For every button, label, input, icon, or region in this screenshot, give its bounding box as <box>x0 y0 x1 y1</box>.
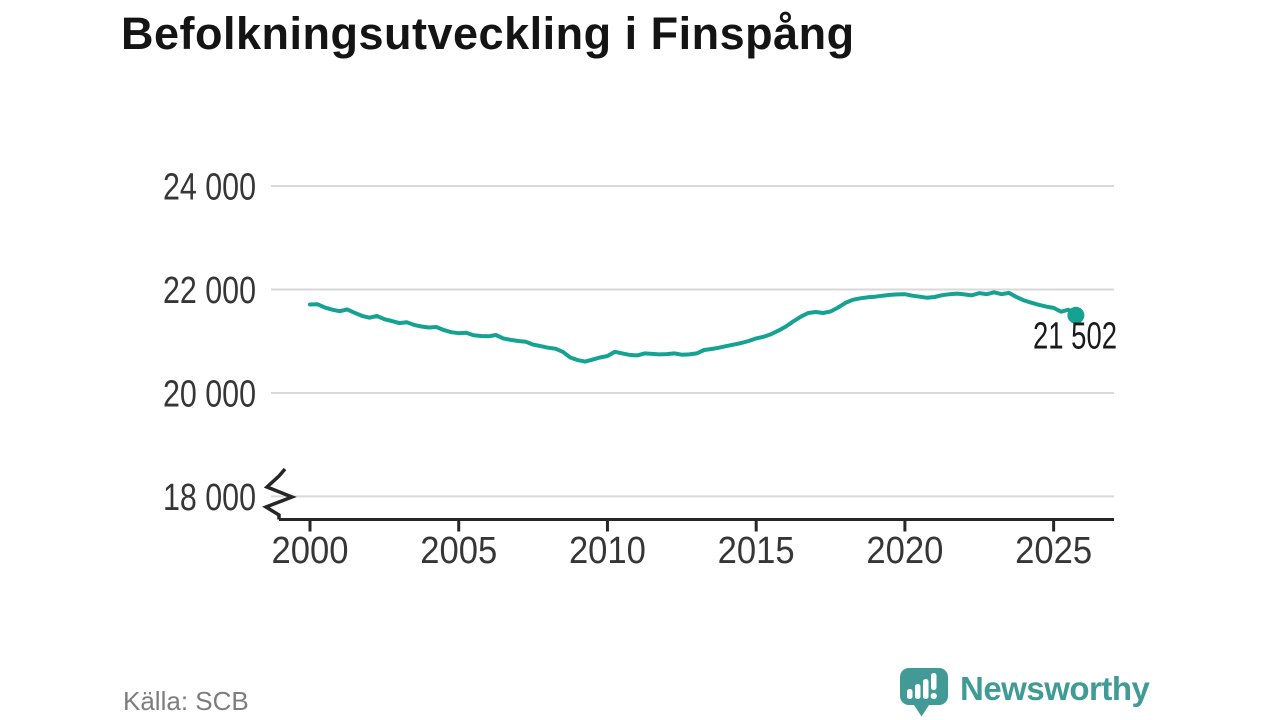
newsworthy-logo-text: Newsworthy <box>960 670 1150 707</box>
y-tick-label: 18 000 <box>163 477 256 519</box>
x-tick-label: 2000 <box>272 530 349 572</box>
x-tick-label: 2020 <box>866 530 943 572</box>
x-tick-label: 2015 <box>718 530 795 572</box>
page-title: Befolkningsutveckling i Finspång <box>121 8 855 59</box>
latest-value-label: 21 502 <box>1033 315 1117 357</box>
x-tick-label: 2010 <box>569 530 646 572</box>
y-axis-labels: 24 000 22 000 20 000 18 000 <box>163 167 256 519</box>
x-ticks <box>308 521 1056 532</box>
source-label: Källa: SCB <box>123 686 249 716</box>
latest-value-dot <box>1067 306 1085 324</box>
y-tick-label: 22 000 <box>163 270 256 312</box>
y-tick-label: 20 000 <box>163 373 256 415</box>
newsworthy-logo-icon <box>900 668 948 717</box>
population-line <box>308 290 1078 364</box>
axis-break-icon <box>262 467 297 520</box>
x-axis: 2000 2005 2010 2015 2020 2025 <box>262 467 1114 572</box>
newsworthy-branding: Newsworthy <box>898 666 1150 718</box>
logo-bar-chart-glyph <box>907 673 937 700</box>
y-tick-label: 24 000 <box>163 167 256 209</box>
x-tick-label: 2025 <box>1015 530 1092 572</box>
x-axis-labels: 2000 2005 2010 2015 2020 2025 <box>272 530 1093 572</box>
x-tick-label: 2005 <box>420 530 497 572</box>
gridlines <box>271 185 1114 498</box>
